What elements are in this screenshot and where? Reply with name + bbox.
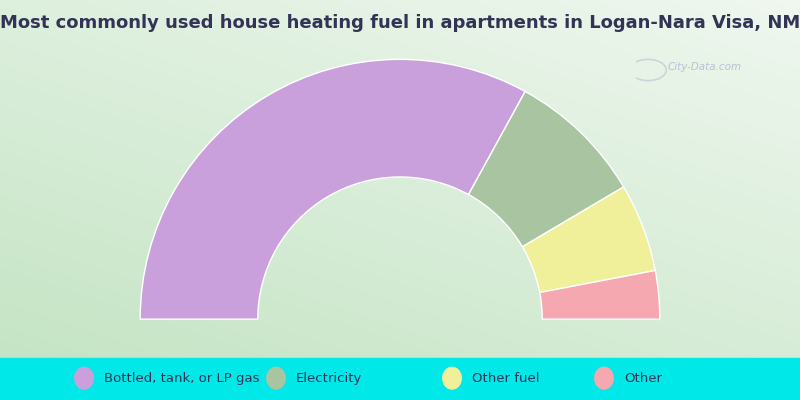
Wedge shape <box>522 187 655 292</box>
Wedge shape <box>140 59 525 319</box>
Bar <box>0 358 800 400</box>
Wedge shape <box>540 270 660 319</box>
Text: Electricity: Electricity <box>296 372 362 385</box>
Ellipse shape <box>594 367 614 390</box>
Text: Other fuel: Other fuel <box>472 372 539 385</box>
Ellipse shape <box>442 367 462 390</box>
Text: Bottled, tank, or LP gas: Bottled, tank, or LP gas <box>104 372 259 385</box>
Text: City-Data.com: City-Data.com <box>668 62 742 72</box>
Text: Most commonly used house heating fuel in apartments in Logan-Nara Visa, NM: Most commonly used house heating fuel in… <box>0 14 800 32</box>
Wedge shape <box>469 92 624 247</box>
Text: Other: Other <box>624 372 662 385</box>
Ellipse shape <box>266 367 286 390</box>
Ellipse shape <box>74 367 94 390</box>
